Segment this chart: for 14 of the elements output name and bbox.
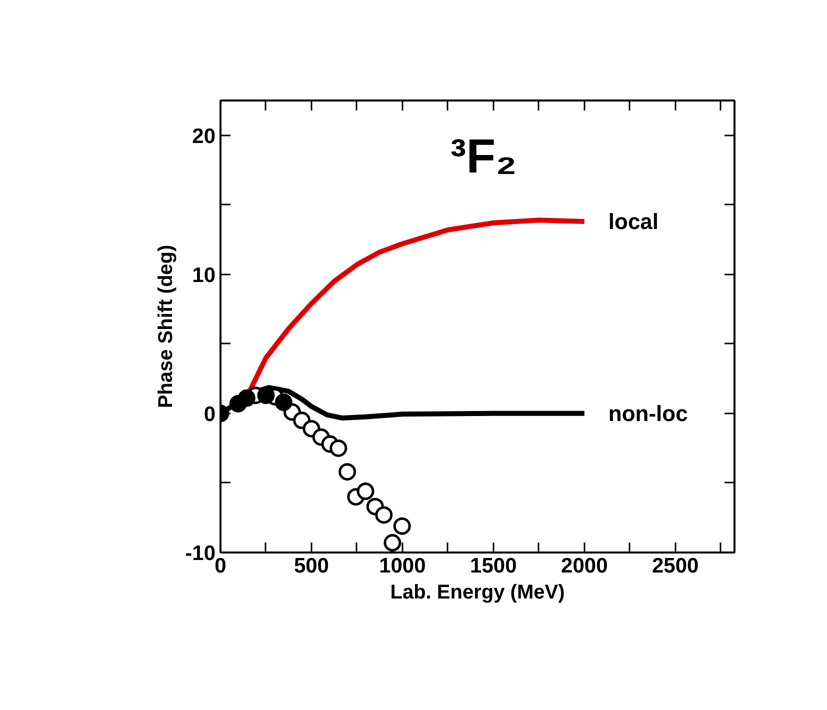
x-tick-label: 2000 xyxy=(561,554,608,578)
y-axis-title: Phase Shift (deg) xyxy=(155,244,178,408)
series-label: local xyxy=(608,208,659,234)
legend-label: non-loc xyxy=(608,400,688,426)
x-axis-title: Lab. Energy (MeV) xyxy=(390,582,565,604)
x-tick-label: 1000 xyxy=(379,554,426,578)
text: ³F₂ xyxy=(450,130,517,184)
y-tick-label: 20 xyxy=(192,124,216,148)
y-tick-label: -10 xyxy=(185,542,216,565)
x-tick-label: 500 xyxy=(294,554,329,578)
y-tick-label: 10 xyxy=(192,264,216,287)
y-tick-label: 0 xyxy=(204,402,216,426)
x-tick-label: 2500 xyxy=(652,554,699,578)
x-tick-label: 1500 xyxy=(470,554,517,578)
